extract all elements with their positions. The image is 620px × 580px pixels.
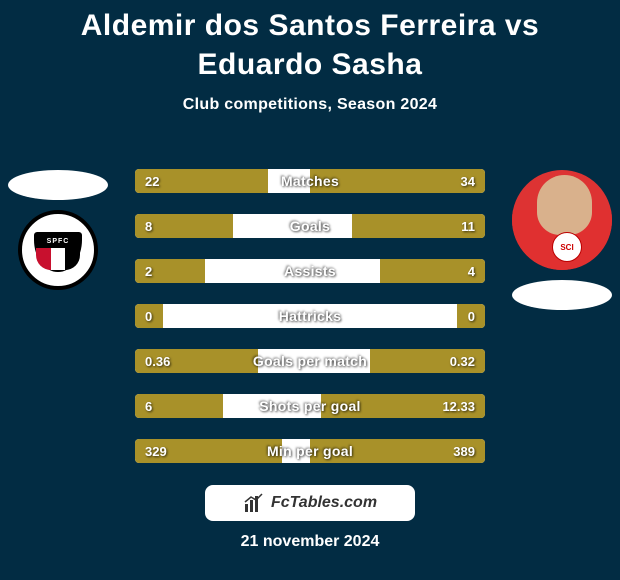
player-right-block: SCI — [512, 170, 612, 310]
player-right-avatar: SCI — [512, 170, 612, 270]
stat-row: 811Goals — [135, 214, 485, 238]
player-left-block: SPFC — [8, 170, 108, 290]
brand-badge: FcTables.com — [205, 485, 415, 521]
footer-date: 21 november 2024 — [0, 533, 620, 551]
club-abbrev-left: SPFC — [36, 234, 80, 248]
stat-label: Goals — [135, 214, 485, 238]
stats-bars: 2234Matches 811Goals 24Assists 00Hattricks 0… — [135, 169, 485, 463]
subtitle: Club competitions, Season 2024 — [0, 96, 620, 114]
stat-label: Hattricks — [135, 304, 485, 328]
stat-row: 612.33Shots per goal — [135, 394, 485, 418]
player-left-club-badge: SPFC — [8, 210, 108, 290]
player-left-avatar-placeholder — [8, 170, 108, 200]
brand-chart-icon — [243, 492, 265, 514]
player-right-nameplate-placeholder — [512, 280, 612, 310]
stat-label: Matches — [135, 169, 485, 193]
stat-label: Min per goal — [135, 439, 485, 463]
stat-label: Shots per goal — [135, 394, 485, 418]
stat-row: 0.360.32Goals per match — [135, 349, 485, 373]
stat-row: 329389Min per goal — [135, 439, 485, 463]
stat-row: 00Hattricks — [135, 304, 485, 328]
stat-label: Assists — [135, 259, 485, 283]
club-abbrev-right: SCI — [552, 232, 582, 262]
brand-name: FcTables.com — [271, 494, 377, 512]
page-title: Aldemir dos Santos Ferreira vs Eduardo S… — [0, 0, 620, 84]
stat-row: 2234Matches — [135, 169, 485, 193]
stat-row: 24Assists — [135, 259, 485, 283]
stat-label: Goals per match — [135, 349, 485, 373]
